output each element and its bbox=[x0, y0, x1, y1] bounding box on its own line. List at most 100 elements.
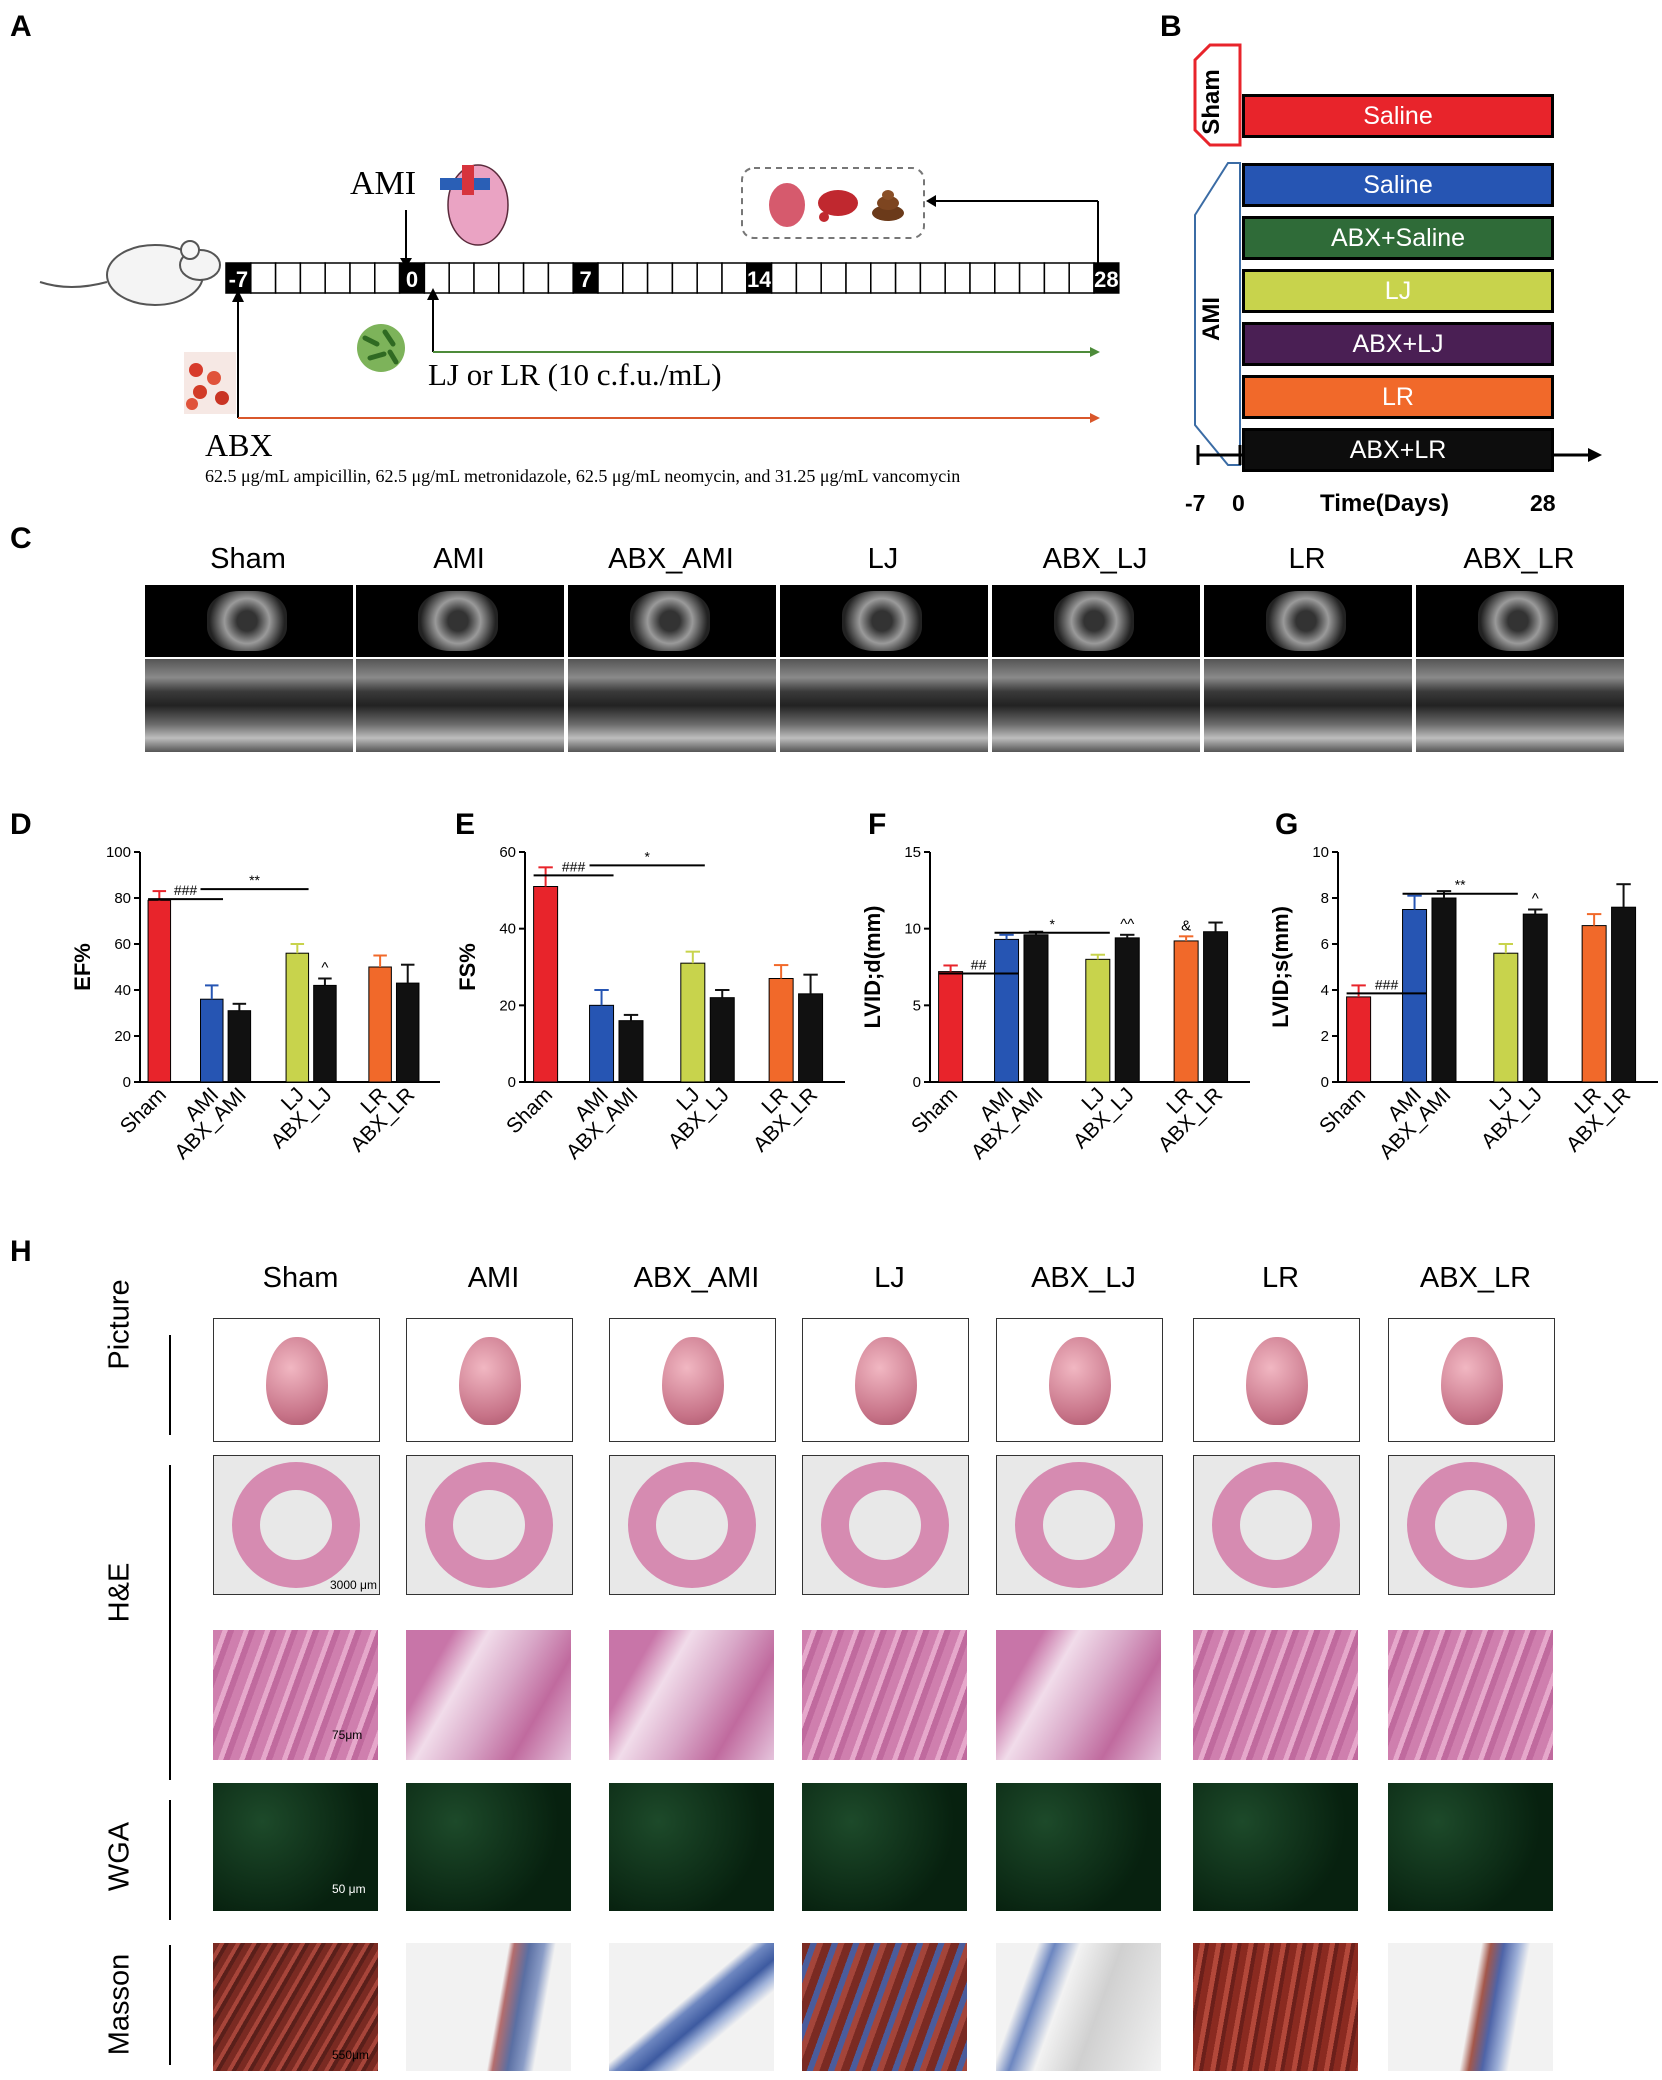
histology-column-header: ABX_LR bbox=[1419, 1262, 1532, 1294]
histology-column-header: Sham bbox=[262, 1262, 339, 1294]
bar-LJ bbox=[1085, 958, 1111, 1083]
masson-stain-image bbox=[1388, 1943, 1553, 2071]
heart-photo bbox=[609, 1318, 776, 1442]
bar-ABX_AMI bbox=[618, 1020, 644, 1083]
bar-AMI bbox=[994, 938, 1020, 1083]
timeline-tick-label: 7 bbox=[579, 267, 591, 292]
heart-photo bbox=[1193, 1318, 1360, 1442]
group-bar-3: LJ bbox=[1242, 269, 1554, 313]
y-tick-label: 60 bbox=[499, 844, 516, 861]
ami-timepoint-label: AMI bbox=[350, 165, 417, 202]
bar-ABX_AMI bbox=[1023, 934, 1049, 1083]
y-tick-label: 4 bbox=[1321, 982, 1329, 999]
bar-LR bbox=[368, 966, 392, 1083]
y-tick-label: 0 bbox=[123, 1074, 131, 1091]
bar-AMI bbox=[200, 998, 224, 1083]
panel-label-h: H bbox=[10, 1235, 32, 1268]
group-bar-0: Saline bbox=[1242, 94, 1554, 138]
row-label-wga: WGA bbox=[103, 1821, 136, 1892]
treatment-label: LJ or LR (10 c.f.u./mL) bbox=[428, 357, 722, 392]
bar-ABX_LJ bbox=[313, 984, 337, 1083]
masson-stain-image bbox=[406, 1943, 571, 2071]
echo-column-header: Sham bbox=[210, 543, 286, 575]
bar-ABX_AMI bbox=[227, 1010, 252, 1083]
wga-stain-image bbox=[996, 1783, 1161, 1911]
y-axis-label: EF% bbox=[70, 943, 95, 991]
echo-mmode-image bbox=[356, 659, 564, 752]
echo-2d-image bbox=[145, 585, 353, 657]
echo-2d-image bbox=[1416, 585, 1624, 657]
significance-label: ^^ bbox=[1120, 916, 1134, 933]
y-tick-label: 2 bbox=[1321, 1028, 1329, 1045]
he-whole-section bbox=[996, 1455, 1163, 1595]
row-label-masson: Masson bbox=[103, 1953, 136, 2056]
group-bar-6: ABX+LR bbox=[1242, 428, 1554, 472]
group-bar-5: LR bbox=[1242, 375, 1554, 419]
bar-LR bbox=[1581, 925, 1607, 1083]
row-brackets bbox=[169, 1335, 171, 2065]
bar-LJ bbox=[285, 952, 310, 1083]
time-axis-label: Time(Days) bbox=[1320, 490, 1449, 517]
he-zoom-section bbox=[802, 1630, 967, 1760]
masson-stain-image bbox=[213, 1943, 378, 2071]
category-label: Sham bbox=[907, 1083, 962, 1138]
echo-column-header: LJ bbox=[867, 543, 899, 575]
wga-stain-image bbox=[406, 1783, 571, 1911]
category-label: ABX_LJ bbox=[1069, 1083, 1139, 1153]
bar-LJ bbox=[1493, 952, 1519, 1083]
bar-ABX_LR bbox=[395, 982, 420, 1083]
y-tick-label: 8 bbox=[1321, 890, 1329, 907]
group-bar-1: Saline bbox=[1242, 163, 1554, 207]
y-axis-label: FS% bbox=[455, 943, 480, 991]
echo-mmode-image bbox=[992, 659, 1200, 752]
significance-label: ** bbox=[1455, 877, 1466, 893]
he-zoom-section bbox=[1388, 1630, 1553, 1760]
echo-mmode-image bbox=[568, 659, 776, 752]
y-tick-label: 10 bbox=[904, 921, 921, 938]
ami-group-label: AMI bbox=[1198, 297, 1225, 341]
significance-label: ### bbox=[174, 882, 198, 898]
abx-label: ABX bbox=[205, 427, 273, 463]
bar-ABX_LJ bbox=[1522, 913, 1548, 1083]
wga-stain-image bbox=[213, 1783, 378, 1911]
echo-2d-image bbox=[992, 585, 1200, 657]
y-tick-label: 15 bbox=[904, 844, 921, 861]
bar-LR bbox=[768, 978, 794, 1083]
histology-column-header: LR bbox=[1261, 1262, 1300, 1294]
group-bar-4: ABX+LJ bbox=[1242, 322, 1554, 366]
histology-column-header: ABX_AMI bbox=[633, 1262, 760, 1294]
category-label: Sham bbox=[502, 1083, 557, 1138]
echo-column-header: ABX_LJ bbox=[1042, 543, 1148, 575]
he-whole-section bbox=[609, 1455, 776, 1595]
axis-tick-28: 28 bbox=[1530, 490, 1556, 516]
bar-ABX_AMI bbox=[1431, 897, 1457, 1083]
echo-2d-image bbox=[1204, 585, 1412, 657]
he-zoom-section bbox=[213, 1630, 378, 1760]
bar-AMI bbox=[1402, 909, 1428, 1083]
feces-icon bbox=[872, 190, 904, 221]
panel-label-c: C bbox=[10, 522, 32, 555]
wga-stain-image bbox=[802, 1783, 967, 1911]
y-tick-label: 40 bbox=[114, 982, 131, 999]
significance-label: * bbox=[1049, 916, 1055, 932]
bar-ABX_LR bbox=[1203, 931, 1229, 1083]
echo-column-header: LR bbox=[1288, 543, 1326, 575]
abx-detail-text: 62.5 μg/mL ampicillin, 62.5 μg/mL metron… bbox=[205, 466, 961, 486]
wga-stain-image bbox=[609, 1783, 774, 1911]
heart-photo bbox=[213, 1318, 380, 1442]
bar-ABX_LR bbox=[1611, 906, 1637, 1083]
wga-stain-image bbox=[1193, 1783, 1358, 1911]
heart-photo bbox=[1388, 1318, 1555, 1442]
axis-tick-0: 0 bbox=[1232, 490, 1245, 516]
sham-group-label: Sham bbox=[1198, 69, 1225, 135]
significance-label: ^ bbox=[321, 960, 328, 977]
echo-column-header: ABX_LR bbox=[1463, 543, 1575, 575]
he-zoom-section bbox=[609, 1630, 774, 1760]
he-zoom-section bbox=[996, 1630, 1161, 1760]
echo-mmode-image bbox=[145, 659, 353, 752]
he-whole-section bbox=[802, 1455, 969, 1595]
panel-label-a: A bbox=[10, 10, 32, 43]
category-label: Sham bbox=[1315, 1083, 1370, 1138]
bar-LJ bbox=[680, 962, 706, 1083]
